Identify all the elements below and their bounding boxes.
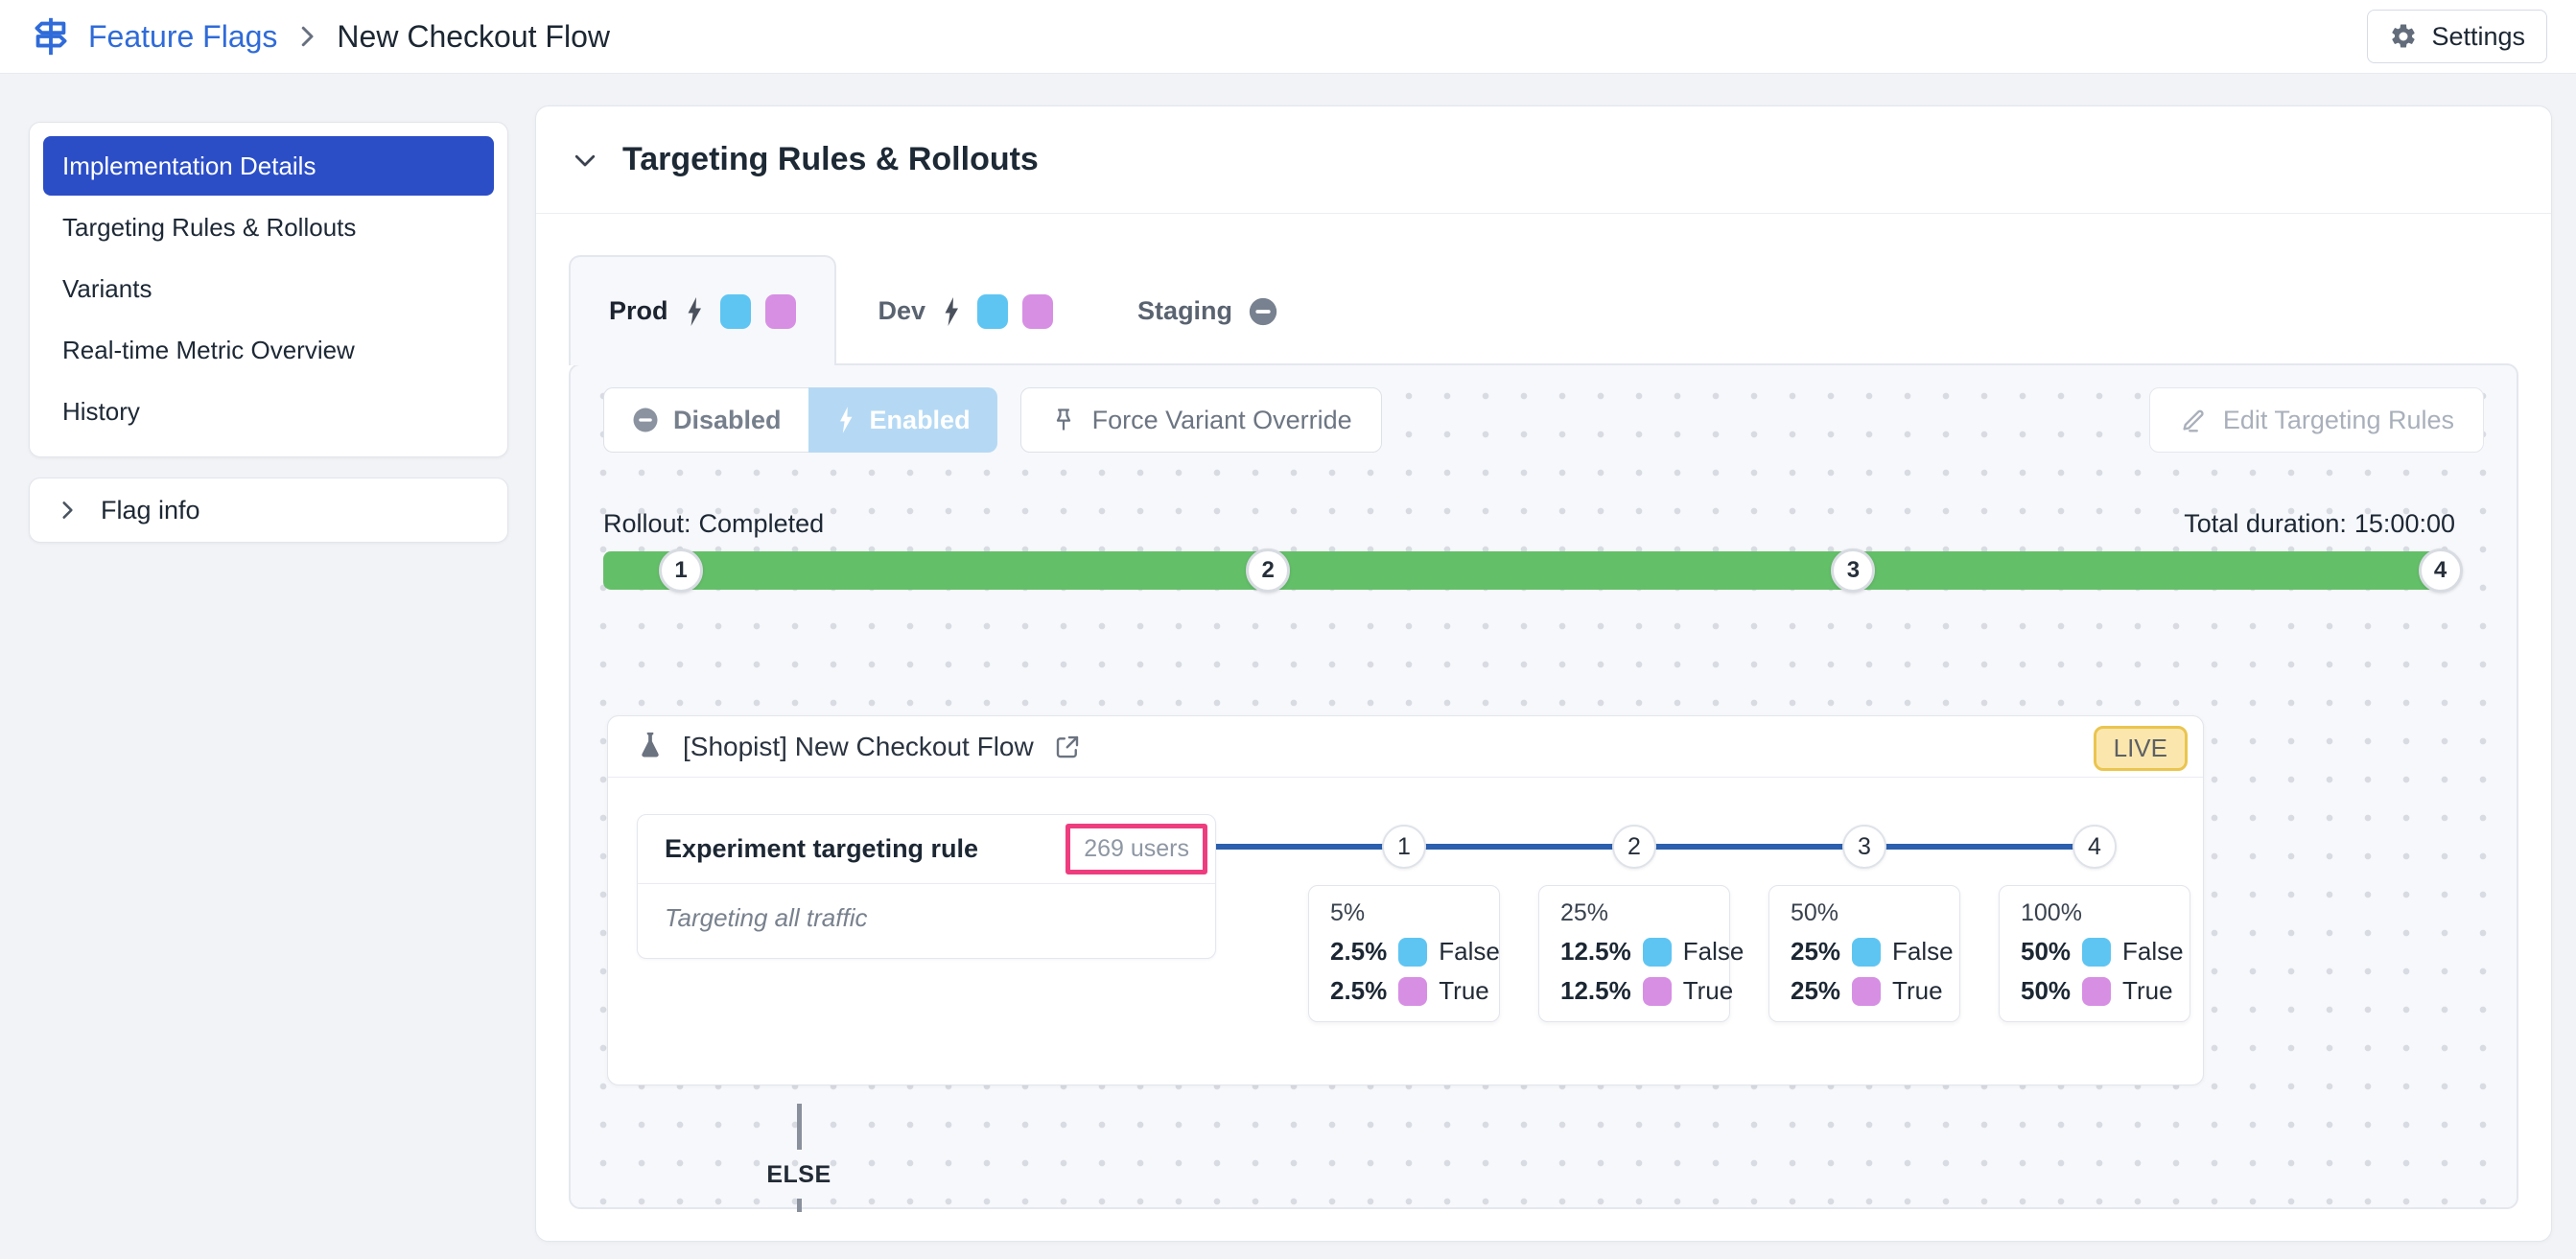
experiment-card-header: [Shopist] New Checkout Flow LIVE xyxy=(608,716,2203,778)
else-label: ELSE xyxy=(766,1161,831,1188)
external-link-icon[interactable] xyxy=(1053,733,1082,761)
variant-true-swatch xyxy=(1852,976,1882,1006)
tab-staging[interactable]: Staging xyxy=(1095,257,1322,365)
targeting-rule-description: Targeting all traffic xyxy=(665,903,868,932)
rollout-summary: Rollout: Completed Total duration: 15:00:0… xyxy=(603,509,2455,539)
disabled-button[interactable]: Disabled xyxy=(603,387,808,453)
sidebar-item-history[interactable]: History xyxy=(62,397,140,426)
edit-targeting-rules-button[interactable]: Edit Targeting Rules xyxy=(2148,387,2484,453)
disabled-icon xyxy=(1247,295,1279,328)
environment-tabs: Prod Dev xyxy=(569,255,2518,365)
experiment-title: [Shopist] New Checkout Flow xyxy=(683,731,1034,761)
targeting-rules-section: Targeting Rules & Rollouts Prod Dev xyxy=(535,105,2552,1242)
targeting-rule-header: Experiment targeting rule 269 users xyxy=(638,815,1215,884)
bolt-icon xyxy=(683,296,706,327)
breadcrumb: Feature Flags New Checkout Flow xyxy=(29,14,610,58)
rollout-duration: Total duration: 15:00:00 xyxy=(2184,509,2455,538)
flow-step-marker: 4 xyxy=(2073,825,2117,869)
targeting-rule-card: Experiment targeting rule 269 users Targ… xyxy=(637,814,1216,959)
flask-icon xyxy=(637,731,664,763)
page-content: Implementation Details Targeting Rules &… xyxy=(0,74,2576,1242)
live-badge: LIVE xyxy=(2093,726,2188,771)
sidebar: Implementation Details Targeting Rules &… xyxy=(29,105,508,1242)
rollout-step-card-1: 5% 2.5% False 2.5% True xyxy=(1308,885,1500,1022)
breadcrumb-chevron-icon xyxy=(293,22,321,51)
rollout-progress-bar: 1 2 3 4 xyxy=(603,548,2463,593)
rollout-step-marker: 3 xyxy=(1831,548,1876,593)
flag-info-toggle[interactable]: Flag info xyxy=(29,478,508,543)
sidebar-item-variants[interactable]: Variants xyxy=(62,274,152,303)
else-branch: ELSE xyxy=(741,1104,856,1212)
variant-false-swatch xyxy=(1852,937,1882,967)
flow-step-marker: 3 xyxy=(1842,825,1886,869)
section-nav: Implementation Details Targeting Rules &… xyxy=(29,122,508,457)
bolt-icon xyxy=(835,406,856,434)
variant-true-swatch xyxy=(1398,976,1428,1006)
variant-true-swatch xyxy=(2082,976,2112,1006)
force-variant-override-button[interactable]: Force Variant Override xyxy=(1019,387,1382,453)
tab-prod-label: Prod xyxy=(609,296,668,325)
else-connector-line xyxy=(796,1199,802,1212)
rollout-step-marker: 1 xyxy=(659,548,704,593)
targeting-rule-title: Experiment targeting rule xyxy=(665,834,979,863)
variant-false-swatch xyxy=(719,293,751,329)
tab-prod[interactable]: Prod xyxy=(569,255,836,365)
users-count-highlight: 269 users xyxy=(1066,824,1207,874)
section-body: Prod Dev xyxy=(536,214,2551,1241)
flow-step-marker: 2 xyxy=(1612,825,1656,869)
rollout-status: Rollout: Completed xyxy=(603,509,825,538)
tab-staging-label: Staging xyxy=(1137,296,1233,325)
chevron-right-icon xyxy=(55,498,80,523)
gear-icon xyxy=(2389,22,2418,51)
rollout-step-marker: 4 xyxy=(2418,548,2463,593)
minus-circle-icon xyxy=(631,406,660,434)
tab-dev[interactable]: Dev xyxy=(836,257,1096,365)
sidebar-item-targeting-rules[interactable]: Targeting Rules & Rollouts xyxy=(62,213,357,242)
variant-false-swatch xyxy=(1642,937,1672,967)
else-connector-line xyxy=(796,1104,802,1150)
chevron-down-icon[interactable] xyxy=(571,146,599,175)
rollout-step-card-4: 100% 50% False 50% True xyxy=(1999,885,2190,1022)
experiment-card: [Shopist] New Checkout Flow LIVE xyxy=(607,715,2204,1085)
experiment-flow: Experiment targeting rule 269 users Targ… xyxy=(608,778,2203,1084)
page-title: New Checkout Flow xyxy=(337,18,610,54)
flow-step-marker: 1 xyxy=(1382,825,1426,869)
rollout-step-card-3: 50% 25% False 25% True xyxy=(1768,885,1960,1022)
rollout-step-card-2: 25% 12.5% False 12.5% True xyxy=(1538,885,1744,1022)
section-header: Targeting Rules & Rollouts xyxy=(536,106,2551,214)
section-title: Targeting Rules & Rollouts xyxy=(622,141,1039,177)
feature-flags-icon xyxy=(29,14,73,58)
breadcrumb-feature-flags-link[interactable]: Feature Flags xyxy=(88,18,278,54)
variant-true-swatch xyxy=(1022,293,1054,329)
variant-false-swatch xyxy=(977,293,1009,329)
settings-button[interactable]: Settings xyxy=(2367,10,2547,63)
sidebar-item-implementation-details[interactable]: Implementation Details xyxy=(43,136,494,196)
settings-label: Settings xyxy=(2431,21,2525,51)
sidebar-item-realtime-metric-overview[interactable]: Real-time Metric Overview xyxy=(62,336,355,364)
pushpin-icon xyxy=(1050,407,1077,433)
enabled-button[interactable]: Enabled xyxy=(808,387,997,453)
environment-panel: Disabled Enabled xyxy=(569,363,2518,1212)
flag-info-label: Flag info xyxy=(101,495,200,525)
pencil-icon xyxy=(2179,406,2208,434)
variant-true-swatch xyxy=(764,293,796,329)
tab-dev-label: Dev xyxy=(878,296,926,325)
variant-true-swatch xyxy=(1642,976,1672,1006)
controls-row: Disabled Enabled xyxy=(603,387,2484,453)
variant-false-swatch xyxy=(2082,937,2112,967)
bolt-icon xyxy=(940,296,963,327)
rollout-step-marker: 2 xyxy=(1246,548,1291,593)
variant-false-swatch xyxy=(1398,937,1428,967)
app-header: Feature Flags New Checkout Flow Settings xyxy=(0,0,2576,74)
flag-state-toggle: Disabled Enabled xyxy=(603,387,997,453)
